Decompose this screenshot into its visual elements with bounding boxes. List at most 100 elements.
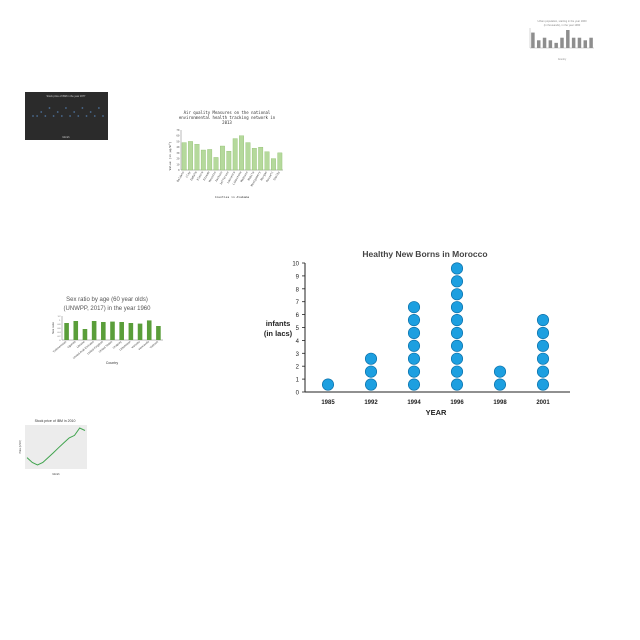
air-y-tick-label: 30 [176, 151, 180, 155]
dark-point [93, 115, 96, 117]
y-axis-label-line-1: infants [266, 319, 291, 328]
air-bar [232, 138, 238, 171]
sex-x-tick-label: Vietnam [149, 339, 160, 349]
air-x-tick-label: Lawrence [226, 170, 236, 184]
sex-bar [82, 329, 88, 340]
y-tick-label: 0 [296, 391, 300, 397]
urban-population-thumbnail-chart: Urban population, starting in the year 1… [529, 19, 594, 61]
grey-title-line-1: Urban population, starting in the year 1… [537, 19, 587, 23]
x-tick-label: 1985 [321, 400, 335, 406]
sex-y-tick-label: 0.4 [57, 332, 61, 334]
ibm-x-axis-label: Month [53, 473, 61, 476]
sex-y-tick-label: 0 [59, 340, 61, 342]
air-y-tick-label: 70 [176, 128, 180, 132]
data-dot [450, 314, 464, 327]
air-bar [213, 157, 219, 171]
air-y-axis-label: Value (in µg/m³) [168, 141, 172, 170]
air-bar [264, 151, 270, 171]
air-bar [194, 144, 200, 171]
data-dot [364, 365, 378, 378]
air-bar [226, 150, 232, 171]
air-x-tick-label: Morgan [259, 170, 268, 181]
data-dot [407, 301, 421, 314]
y-tick-label: 5 [296, 326, 300, 332]
y-tick-label: 10 [292, 262, 299, 268]
data-dot [407, 326, 421, 339]
data-dot [407, 378, 421, 391]
data-dot [407, 365, 421, 378]
dark-point [81, 107, 84, 109]
data-dot [536, 352, 550, 365]
sex-bar [156, 326, 161, 340]
air-title-line-1: Air quality Measures on the national [184, 110, 271, 115]
x-tick-label: 1996 [450, 400, 464, 406]
sex-bar [146, 320, 152, 340]
sex-y-tick-label: 0.8 [57, 324, 61, 326]
dark-point [73, 111, 76, 113]
dark-point [56, 111, 59, 113]
dark-title: Stock price of IBM in the year 1977 [47, 95, 87, 98]
dark-point [40, 111, 43, 113]
grey-x-axis-label: Country [558, 58, 567, 61]
sex-bar [91, 321, 97, 340]
grey-bar [560, 37, 564, 48]
y-tick-label: 7 [296, 300, 300, 306]
grey-bar [554, 42, 558, 48]
grey-bar [577, 37, 582, 48]
data-dot [407, 352, 421, 365]
air-x-tick-label: Elmore [196, 170, 205, 181]
y-tick-label: 3 [296, 352, 300, 358]
dark-point [89, 111, 92, 113]
grey-bar [542, 37, 547, 48]
sex-y-tick-label: 0.6 [57, 328, 61, 330]
grey-title-line-2: (in thousands), in the year 1960 [544, 23, 581, 27]
dark-point [44, 115, 47, 117]
ibm-y-axis-label: Price (USD) [19, 440, 22, 454]
sex-bar [137, 323, 143, 340]
x-tick-label: 1992 [364, 400, 378, 406]
air-x-tick-label: Madison [239, 170, 249, 182]
air-bar [181, 142, 187, 171]
air-x-tick-label: Jackson [214, 170, 224, 182]
sex-bar [64, 323, 69, 340]
y-axis-label-line-2: (in lacs) [264, 329, 293, 338]
dark-point [52, 115, 55, 117]
grey-bar [571, 37, 576, 48]
sex-y-tick-label: 1.2 [57, 316, 61, 318]
grey-bar [583, 40, 588, 48]
air-y-tick-label: 20 [176, 157, 180, 161]
data-dot [321, 378, 335, 391]
dark-point [60, 115, 63, 117]
air-bar [220, 145, 225, 171]
data-dot [450, 275, 464, 288]
air-x-tick-label: Russell [265, 170, 275, 182]
ibm-stock-thumbnail-chart: Stock price of IBM in 2010 Price (USD) M… [19, 419, 87, 476]
x-tick-label: 1998 [493, 400, 507, 406]
air-bar [277, 152, 283, 171]
data-dot [407, 339, 421, 352]
y-tick-label: 9 [296, 274, 300, 280]
grey-bar [531, 32, 535, 48]
dark-point [36, 115, 39, 117]
air-x-tick-label: Mobile [247, 170, 256, 181]
sex-ratio-thumbnail-chart: Sex ratio by age (60 year olds) (UNWPP, … [51, 297, 163, 365]
dark-point [102, 115, 104, 117]
air-x-tick-label: Jefferson [219, 170, 230, 185]
dark-point [77, 115, 80, 117]
air-title-line-3: 2013 [222, 120, 232, 125]
data-dot [493, 365, 507, 378]
sex-x-tick-label: Ukraine [76, 339, 86, 349]
dark-point [32, 115, 34, 117]
data-dot [450, 288, 464, 301]
air-bar [271, 158, 276, 171]
sex-y-tick-label: 0.2 [57, 336, 61, 338]
air-x-tick-label: Baldwin [176, 170, 186, 182]
dark-point [97, 107, 100, 109]
data-dot [536, 378, 550, 391]
sex-bar [110, 321, 115, 340]
air-title-line-2: environmental health tracking network in [179, 115, 276, 120]
sex-x-tick-label: Uruguay [112, 339, 123, 349]
data-dot [450, 262, 464, 275]
data-dot [536, 365, 550, 378]
y-tick-label: 8 [296, 287, 300, 293]
